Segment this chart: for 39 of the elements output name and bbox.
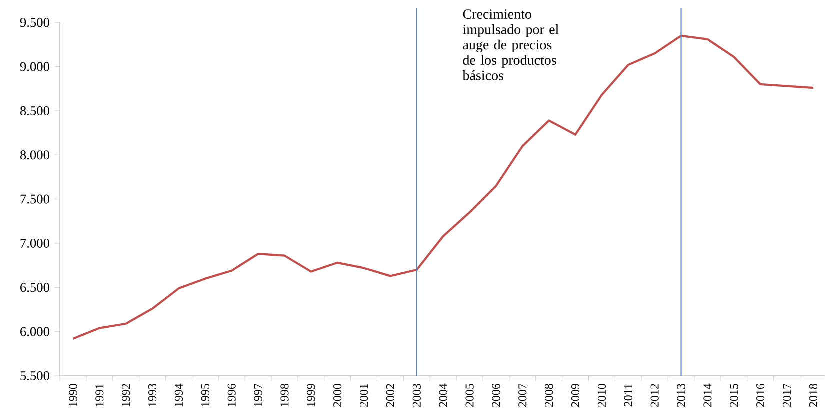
x-tick-label: 2005 [466, 384, 474, 408]
x-tick-label: 2006 [492, 384, 500, 408]
x-tick-label: 2000 [334, 384, 342, 408]
x-tick-label: 1992 [122, 384, 130, 407]
y-tick-label: 7.000 [20, 238, 50, 248]
y-tick-label: 6.000 [20, 327, 50, 336]
x-tick-label: 1998 [280, 384, 289, 407]
y-tick-label: 9.000 [20, 62, 50, 72]
x-tick-label: 1990 [69, 384, 78, 407]
x-tick-label: 2004 [439, 384, 448, 408]
x-tick-label: 1995 [201, 384, 210, 407]
x-tick-label: 1994 [174, 384, 184, 407]
x-tick-label: 1997 [254, 384, 262, 407]
x-tick-label: 2010 [598, 384, 606, 408]
x-tick-label: 2017 [782, 384, 792, 408]
x-tick-label: 2014 [704, 384, 712, 408]
x-tick-label: 2013 [677, 384, 686, 408]
x-tick-label: 1993 [148, 384, 157, 407]
x-tick-label: 2008 [545, 384, 554, 408]
x-tick-label: 2015 [730, 384, 738, 408]
x-tick-label: 2018 [809, 384, 818, 408]
x-tick-label: 2001 [360, 384, 368, 408]
x-tick-label: 1999 [307, 384, 316, 407]
x-tick-label: 2002 [386, 384, 395, 408]
x-tick-label: 2016 [756, 384, 765, 408]
x-tick-label: 1996 [228, 384, 236, 407]
annotation: Crecimiento impulsado por el auge de precios de los productos básicos [462, 10, 559, 80]
x-tick-label: 2007 [518, 384, 527, 408]
y-tick-label: 6.500 [20, 283, 50, 292]
y-tick-label: 5.500 [20, 371, 50, 381]
x-tick-label: 2003 [412, 384, 421, 408]
y-tick-label: 8.500 [20, 106, 50, 116]
y-tick-label: 9.500 [20, 18, 50, 28]
x-tick-label: 2009 [571, 384, 580, 408]
x-tick-label: 2011 [624, 384, 632, 407]
y-tick-label: 7.500 [20, 194, 50, 204]
x-tick-label: 1991 [96, 384, 104, 407]
x-tick-label: 2012 [650, 384, 659, 408]
y-tick-label: 8.000 [20, 150, 50, 160]
